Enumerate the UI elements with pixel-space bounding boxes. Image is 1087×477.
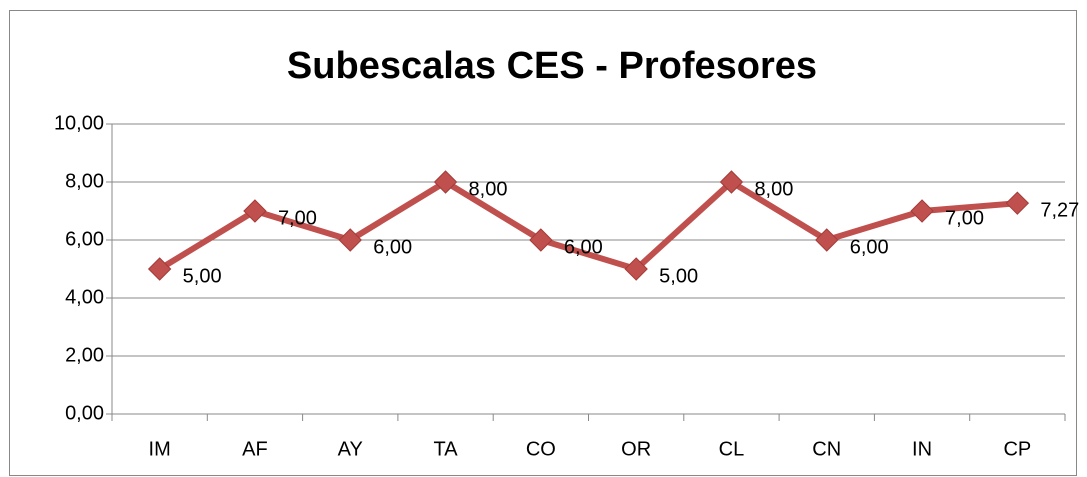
x-tick-label: IM: [149, 438, 171, 460]
data-point: [624, 257, 648, 281]
data-label: 8,00: [754, 178, 793, 200]
data-point: [1005, 191, 1030, 215]
y-tick-label: 10,00: [54, 112, 104, 134]
data-point: [243, 199, 267, 223]
x-tick-label: CN: [812, 438, 841, 460]
data-label: 6,00: [564, 236, 603, 258]
data-label: 7,27: [1040, 199, 1079, 221]
data-point: [433, 170, 458, 194]
y-tick-label: 8,00: [65, 170, 104, 192]
data-line: [158, 179, 1018, 272]
data-label: 8,00: [469, 178, 508, 200]
x-tick-label: CO: [526, 438, 556, 460]
x-tick-label: AF: [242, 438, 268, 460]
data-label: 7,00: [945, 207, 984, 229]
chart-title: Subescalas CES - Profesores: [287, 45, 817, 87]
data-point: [147, 257, 172, 281]
x-tick-label: IN: [912, 438, 932, 460]
x-tick-label: CP: [1003, 438, 1031, 460]
y-tick-label: 6,00: [65, 228, 104, 250]
data-point: [910, 199, 934, 223]
data-point: [815, 228, 839, 252]
data-label: 5,00: [183, 265, 222, 287]
x-tick-label: OR: [621, 438, 651, 460]
data-point: [529, 228, 553, 252]
data-label: 5,00: [659, 265, 698, 287]
y-tick-label: 2,00: [65, 344, 104, 366]
data-point: [719, 170, 744, 194]
x-tick-label: CL: [719, 438, 745, 460]
x-tick-label: AY: [338, 438, 363, 460]
data-label: 6,00: [373, 236, 412, 258]
data-label: 6,00: [850, 236, 889, 258]
y-tick-label: 0,00: [65, 402, 104, 424]
data-label: 7,00: [278, 207, 317, 229]
data-point: [338, 228, 362, 252]
y-tick-label: 4,00: [65, 286, 104, 308]
x-tick-label: TA: [434, 438, 459, 460]
